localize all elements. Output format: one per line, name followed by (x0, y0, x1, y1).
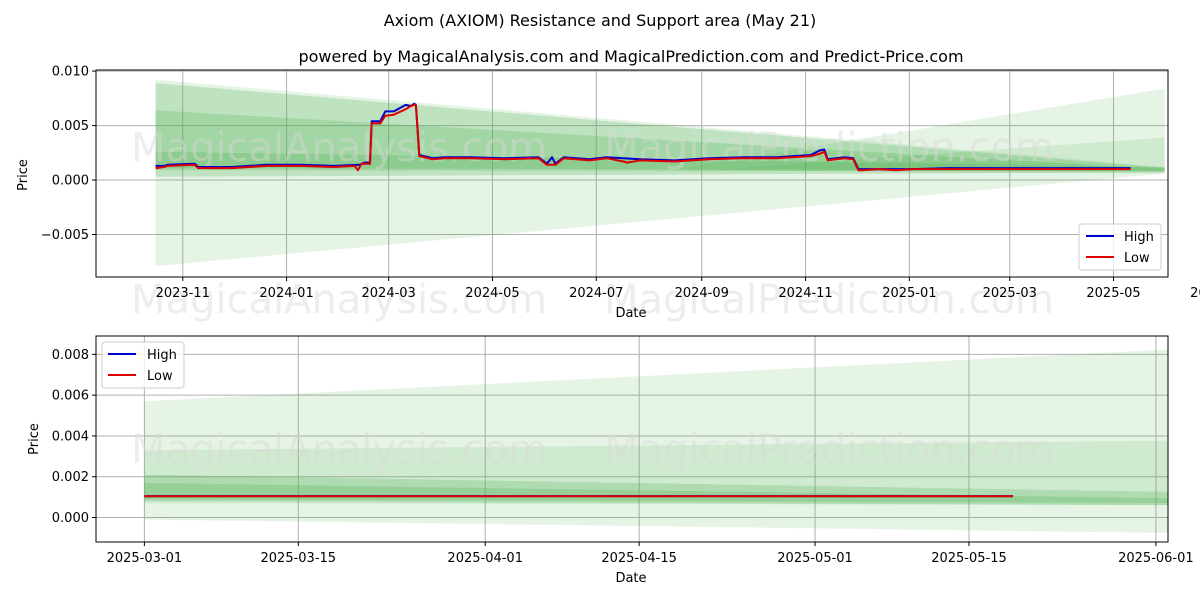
x-tick-label: 2024-09 (675, 286, 729, 301)
x-tick-label: 2025-03 (983, 286, 1037, 301)
x-tick-label: 2025-05-15 (931, 551, 1007, 566)
y-axis-label-bottom: Price (27, 423, 42, 455)
chart-top: MagicalAnalysis.com MagicalPrediction.co… (16, 65, 1200, 323)
x-tick-label: 2024-07 (569, 286, 623, 301)
x-tick-label: 2025-03-01 (107, 551, 183, 566)
y-tick-label: 0.010 (52, 65, 89, 80)
x-tick-label: 2024-01 (259, 286, 313, 301)
x-tick-label: 2023-11 (156, 286, 210, 301)
y-tick-label: 0.000 (52, 174, 89, 189)
x-tick-label: 2025-04-01 (447, 551, 523, 566)
y-tick-label: 0.006 (52, 389, 89, 404)
watermark-right-top: MagicalPrediction.com (604, 125, 1054, 171)
x-ticks-bottom: 2025-03-01 2025-03-15 2025-04-01 2025-04-15… (107, 542, 1194, 566)
figure-subtitle: powered by MagicalAnalysis.com and Magic… (298, 47, 963, 66)
y-tick-label: 0.004 (52, 429, 89, 444)
watermark-right-bottom: MagicalPrediction.com (604, 427, 1054, 473)
y-tick-label: 0.002 (52, 470, 89, 485)
y-ticks-top: 0.010 0.005 0.000 −0.005 (41, 65, 96, 243)
y-tick-label: 0.000 (52, 511, 89, 526)
legend-high-label: High (1124, 230, 1154, 245)
x-tick-label: 2025-03-15 (261, 551, 337, 566)
x-tick-label: 2024-03 (362, 286, 416, 301)
figure-title: Axiom (AXIOM) Resistance and Support are… (384, 11, 817, 30)
y-axis-label-top: Price (16, 159, 31, 191)
x-tick-label: 2025-05 (1086, 286, 1140, 301)
legend-low-label: Low (147, 369, 173, 384)
x-tick-label: 2025-06-01 (1118, 551, 1194, 566)
chart-bottom: MagicalAnalysis.com MagicalPrediction.co… (27, 336, 1200, 586)
x-tick-label: 2025-07 (1190, 286, 1200, 301)
legend-bottom: High Low (102, 342, 184, 388)
x-tick-label: 2024-05 (465, 286, 519, 301)
x-axis-label-top: Date (615, 306, 646, 321)
x-tick-label: 2025-01 (882, 286, 936, 301)
x-axis-label-bottom: Date (615, 571, 646, 586)
x-tick-label: 2025-04-15 (601, 551, 677, 566)
x-tick-label: 2024-11 (778, 286, 832, 301)
y-tick-label: 0.008 (52, 348, 89, 363)
legend-low-label: Low (1124, 251, 1150, 266)
x-tick-label: 2025-05-01 (777, 551, 853, 566)
y-ticks-bottom: 0.008 0.006 0.004 0.002 0.000 (52, 348, 96, 526)
legend-high-label: High (147, 348, 177, 363)
legend-top: High Low (1079, 224, 1161, 270)
y-tick-label: −0.005 (41, 228, 89, 243)
watermark-left-bottom: MagicalAnalysis.com (131, 427, 547, 473)
y-tick-label: 0.005 (52, 119, 89, 134)
bands-top (156, 80, 1165, 266)
